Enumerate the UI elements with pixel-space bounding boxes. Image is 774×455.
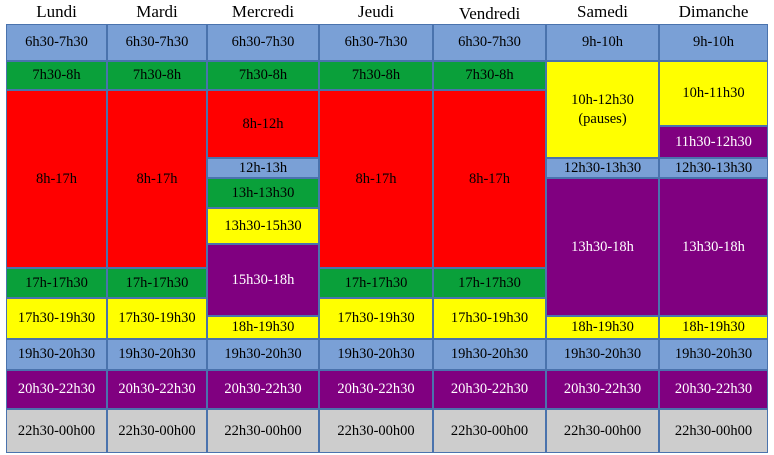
slot-lundi: 19h30-20h30 xyxy=(6,339,107,370)
slot-mardi: 17h30-19h30 xyxy=(107,298,207,339)
slot-dimanche: 18h-19h30 xyxy=(659,316,768,339)
slot-jeudi: 22h30-00h00 xyxy=(319,409,433,453)
slot-samedi: 19h30-20h30 xyxy=(546,339,659,370)
slot-vendredi: 17h-17h30 xyxy=(433,268,546,298)
day-header-dimanche: Dimanche xyxy=(678,2,749,21)
slot-vendredi: 7h30-8h xyxy=(433,61,546,90)
slot-dimanche: 12h30-13h30 xyxy=(659,158,768,178)
slot-mercredi: 18h-19h30 xyxy=(207,316,319,339)
slot-mercredi: 15h30-18h xyxy=(207,244,319,316)
slot-mercredi: 22h30-00h00 xyxy=(207,409,319,453)
slot-mercredi: 7h30-8h xyxy=(207,61,319,90)
slot-dimanche: 19h30-20h30 xyxy=(659,339,768,370)
slot-mardi: 19h30-20h30 xyxy=(107,339,207,370)
slot-lundi: 17h-17h30 xyxy=(6,268,107,298)
slot-vendredi: 19h30-20h30 xyxy=(433,339,546,370)
slot-jeudi: 7h30-8h xyxy=(319,61,433,90)
day-header-jeudi: Jeudi xyxy=(358,2,394,21)
slot-samedi: 9h-10h xyxy=(546,24,659,61)
slot-jeudi: 17h-17h30 xyxy=(319,268,433,298)
slot-mardi: 7h30-8h xyxy=(107,61,207,90)
slot-vendredi: 6h30-7h30 xyxy=(433,24,546,61)
slot-dimanche: 22h30-00h00 xyxy=(659,409,768,453)
day-header-samedi: Samedi xyxy=(577,2,628,21)
slot-samedi: 13h30-18h xyxy=(546,178,659,316)
slot-jeudi: 6h30-7h30 xyxy=(319,24,433,61)
slot-mardi: 17h-17h30 xyxy=(107,268,207,298)
slot-lundi: 7h30-8h xyxy=(6,61,107,90)
slot-mardi: 6h30-7h30 xyxy=(107,24,207,61)
day-header-vendredi: Vendredi xyxy=(458,4,521,23)
slot-samedi: 18h-19h30 xyxy=(546,316,659,339)
slot-mercredi: 13h-13h30 xyxy=(207,178,319,208)
slot-jeudi: 8h-17h xyxy=(319,90,433,268)
slot-mercredi: 12h-13h xyxy=(207,158,319,178)
slot-dimanche: 10h-11h30 xyxy=(659,61,768,126)
slot-mercredi: 20h30-22h30 xyxy=(207,370,319,409)
slot-dimanche: 9h-10h xyxy=(659,24,768,61)
slot-dimanche: 11h30-12h30 xyxy=(659,126,768,158)
slot-dimanche: 20h30-22h30 xyxy=(659,370,768,409)
slot-dimanche: 13h30-18h xyxy=(659,178,768,316)
slot-samedi: 10h-12h30 (pauses) xyxy=(546,61,659,158)
slot-vendredi: 20h30-22h30 xyxy=(433,370,546,409)
slot-jeudi: 17h30-19h30 xyxy=(319,298,433,339)
slot-lundi: 6h30-7h30 xyxy=(6,24,107,61)
slot-samedi: 12h30-13h30 xyxy=(546,158,659,178)
slot-lundi: 8h-17h xyxy=(6,90,107,268)
slot-vendredi: 8h-17h xyxy=(433,90,546,268)
slot-vendredi: 22h30-00h00 xyxy=(433,409,546,453)
slot-samedi: 20h30-22h30 xyxy=(546,370,659,409)
slot-samedi: 22h30-00h00 xyxy=(546,409,659,453)
day-header-mercredi: Mercredi xyxy=(231,2,295,21)
slot-mardi: 20h30-22h30 xyxy=(107,370,207,409)
slot-vendredi: 17h30-19h30 xyxy=(433,298,546,339)
slot-mercredi: 8h-12h xyxy=(207,90,319,158)
slot-jeudi: 19h30-20h30 xyxy=(319,339,433,370)
day-header-lundi: Lundi xyxy=(36,2,77,21)
slot-mercredi: 19h30-20h30 xyxy=(207,339,319,370)
slot-lundi: 17h30-19h30 xyxy=(6,298,107,339)
day-header-mardi: Mardi xyxy=(136,2,178,21)
slot-mardi: 22h30-00h00 xyxy=(107,409,207,453)
slot-lundi: 20h30-22h30 xyxy=(6,370,107,409)
slot-lundi: 22h30-00h00 xyxy=(6,409,107,453)
slot-mercredi: 13h30-15h30 xyxy=(207,208,319,244)
slot-mercredi: 6h30-7h30 xyxy=(207,24,319,61)
slot-jeudi: 20h30-22h30 xyxy=(319,370,433,409)
slot-mardi: 8h-17h xyxy=(107,90,207,268)
